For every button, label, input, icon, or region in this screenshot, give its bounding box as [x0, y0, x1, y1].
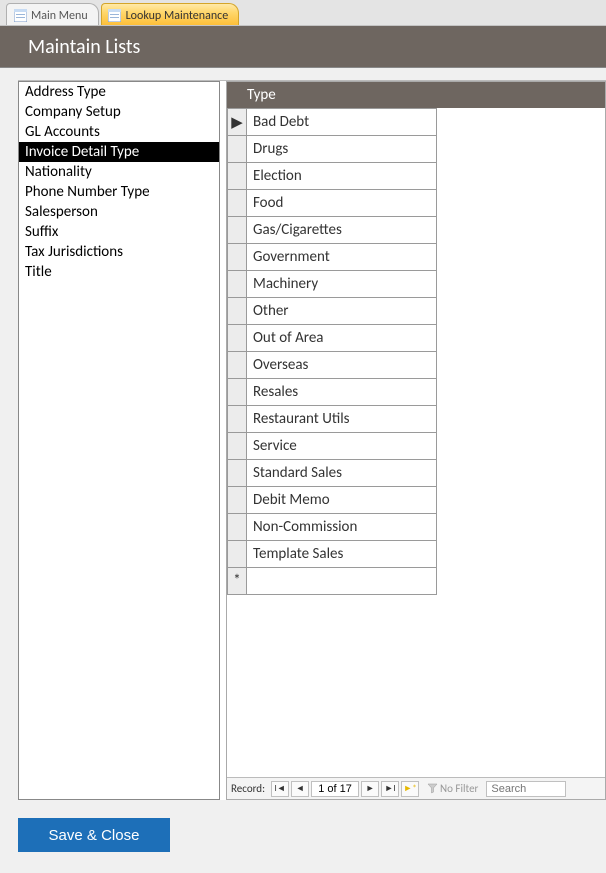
row-selector[interactable] — [228, 433, 247, 460]
row-selector[interactable] — [228, 406, 247, 433]
filter-indicator[interactable]: No Filter — [427, 782, 478, 795]
type-cell[interactable]: Government — [247, 244, 437, 271]
table-row[interactable]: Election — [228, 163, 437, 190]
list-item[interactable]: GL Accounts — [19, 122, 219, 142]
detail-subform: Type ▶Bad DebtDrugsElectionFoodGas/Cigar… — [226, 81, 606, 800]
list-item[interactable]: Tax Jurisdictions — [19, 242, 219, 262]
tab-label: Main Menu — [31, 9, 88, 23]
list-item[interactable]: Salesperson — [19, 202, 219, 222]
type-cell[interactable]: Service — [247, 433, 437, 460]
table-row[interactable]: Standard Sales — [228, 460, 437, 487]
table-row[interactable]: Government — [228, 244, 437, 271]
list-item[interactable]: Nationality — [19, 162, 219, 182]
form-icon — [108, 9, 122, 23]
type-cell[interactable] — [247, 568, 437, 595]
row-selector[interactable] — [228, 298, 247, 325]
type-cell[interactable]: Standard Sales — [247, 460, 437, 487]
type-cell[interactable]: Overseas — [247, 352, 437, 379]
form-footer: Save & Close — [0, 800, 606, 852]
record-label: Record: — [231, 782, 265, 795]
search-input[interactable] — [486, 781, 566, 797]
row-selector[interactable] — [228, 352, 247, 379]
column-header-type[interactable]: Type — [227, 82, 605, 108]
list-item[interactable]: Address Type — [19, 82, 219, 102]
category-listbox[interactable]: Address TypeCompany SetupGL AccountsInvo… — [18, 81, 220, 800]
tab-strip: Main Menu Lookup Maintenance — [0, 0, 606, 26]
list-item[interactable]: Phone Number Type — [19, 182, 219, 202]
type-cell[interactable]: Election — [247, 163, 437, 190]
new-record-button[interactable]: ►* — [401, 781, 419, 797]
type-cell[interactable]: Drugs — [247, 136, 437, 163]
list-item[interactable]: Title — [19, 262, 219, 282]
row-selector[interactable]: ▶ — [228, 109, 247, 136]
type-cell[interactable]: Non-Commission — [247, 514, 437, 541]
type-cell[interactable]: Template Sales — [247, 541, 437, 568]
type-cell[interactable]: Other — [247, 298, 437, 325]
last-record-button[interactable]: ►I — [381, 781, 399, 797]
tab-lookup-maintenance[interactable]: Lookup Maintenance — [101, 3, 240, 25]
tab-label: Lookup Maintenance — [126, 9, 229, 23]
next-record-button[interactable]: ► — [361, 781, 379, 797]
row-selector[interactable] — [228, 541, 247, 568]
list-item[interactable]: Invoice Detail Type — [19, 142, 219, 162]
page-title: Maintain Lists — [28, 35, 140, 59]
first-record-button[interactable]: I◄ — [271, 781, 289, 797]
form-header: Maintain Lists — [0, 26, 606, 68]
row-selector[interactable] — [228, 136, 247, 163]
row-selector[interactable] — [228, 460, 247, 487]
form-icon — [13, 9, 27, 23]
datasheet-grid[interactable]: ▶Bad DebtDrugsElectionFoodGas/Cigarettes… — [227, 108, 605, 777]
table-row[interactable]: Debit Memo — [228, 487, 437, 514]
table-row[interactable]: Service — [228, 433, 437, 460]
filter-icon — [427, 783, 438, 794]
row-selector[interactable] — [228, 487, 247, 514]
type-cell[interactable]: Debit Memo — [247, 487, 437, 514]
tab-main-menu[interactable]: Main Menu — [6, 3, 99, 25]
table-row[interactable]: Other — [228, 298, 437, 325]
list-item[interactable]: Suffix — [19, 222, 219, 242]
table-row[interactable]: Overseas — [228, 352, 437, 379]
row-selector[interactable] — [228, 325, 247, 352]
row-selector-new[interactable]: * — [228, 568, 247, 595]
table-row-new[interactable]: * — [228, 568, 437, 595]
row-selector[interactable] — [228, 163, 247, 190]
save-close-button[interactable]: Save & Close — [18, 818, 170, 852]
type-cell[interactable]: Gas/Cigarettes — [247, 217, 437, 244]
type-cell[interactable]: Resales — [247, 379, 437, 406]
row-selector[interactable] — [228, 217, 247, 244]
type-cell[interactable]: Food — [247, 190, 437, 217]
row-selector[interactable] — [228, 244, 247, 271]
row-selector[interactable] — [228, 514, 247, 541]
type-cell[interactable]: Machinery — [247, 271, 437, 298]
table-row[interactable]: Machinery — [228, 271, 437, 298]
table-row[interactable]: Restaurant Utils — [228, 406, 437, 433]
type-cell[interactable]: Bad Debt — [247, 109, 437, 136]
table-row[interactable]: Food — [228, 190, 437, 217]
prev-record-button[interactable]: ◄ — [291, 781, 309, 797]
type-cell[interactable]: Out of Area — [247, 325, 437, 352]
table-row[interactable]: ▶Bad Debt — [228, 109, 437, 136]
table-row[interactable]: Out of Area — [228, 325, 437, 352]
table-row[interactable]: Non-Commission — [228, 514, 437, 541]
table-row[interactable]: Resales — [228, 379, 437, 406]
table-row[interactable]: Template Sales — [228, 541, 437, 568]
list-item[interactable]: Company Setup — [19, 102, 219, 122]
record-position-input[interactable] — [311, 781, 359, 797]
table-row[interactable]: Drugs — [228, 136, 437, 163]
table-row[interactable]: Gas/Cigarettes — [228, 217, 437, 244]
row-selector[interactable] — [228, 271, 247, 298]
row-selector[interactable] — [228, 190, 247, 217]
main-area: Address TypeCompany SetupGL AccountsInvo… — [18, 80, 606, 800]
type-cell[interactable]: Restaurant Utils — [247, 406, 437, 433]
row-selector[interactable] — [228, 379, 247, 406]
record-navigator: Record: I◄ ◄ ► ►I ►* No Filter — [227, 777, 605, 799]
